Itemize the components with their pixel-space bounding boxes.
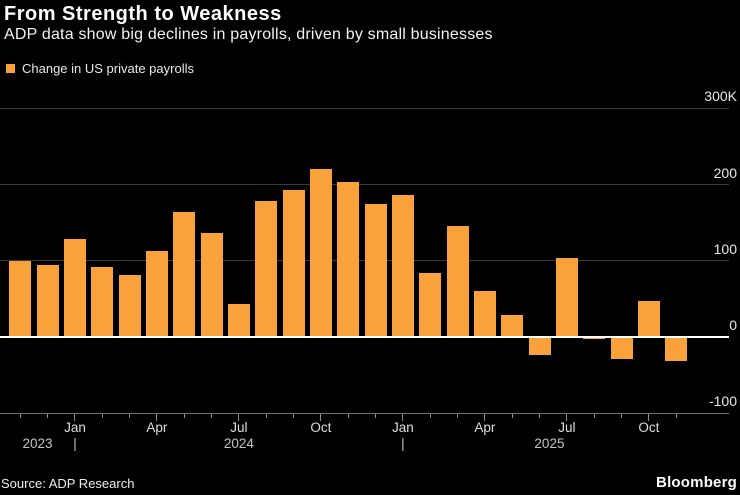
- x-axis-line: [0, 413, 729, 414]
- bar: [501, 314, 524, 337]
- x-axis-month-label: Oct: [310, 420, 332, 435]
- source-note: Source: ADP Research: [1, 476, 135, 491]
- gridline-300K: [0, 107, 729, 109]
- x-axis-month-label: Jul: [558, 420, 576, 435]
- x-tick-minor: [129, 414, 131, 418]
- year-separator: |: [73, 436, 77, 451]
- x-tick-major: [402, 414, 404, 421]
- bar: [610, 337, 633, 360]
- bar: [555, 257, 578, 337]
- bar: [255, 200, 278, 337]
- x-tick-minor: [19, 414, 21, 418]
- x-tick-major: [156, 414, 158, 421]
- x-tick-minor: [211, 414, 213, 418]
- bar: [446, 225, 469, 337]
- bar: [419, 272, 442, 337]
- x-axis-month-label: Jul: [230, 420, 248, 435]
- x-axis-month-label: Jan: [64, 420, 86, 435]
- bar: [227, 304, 250, 337]
- bar: [200, 233, 223, 337]
- bar: [173, 212, 196, 337]
- x-tick-minor: [539, 414, 541, 418]
- x-tick-major: [74, 414, 76, 421]
- chart-title: From Strength to Weakness: [4, 3, 282, 25]
- x-tick-minor: [265, 414, 267, 418]
- x-tick-minor: [675, 414, 677, 418]
- chart-subtitle: ADP data show big declines in payrolls, …: [4, 26, 493, 43]
- x-axis-year-label: 2023: [22, 436, 53, 451]
- bar: [391, 195, 414, 337]
- x-axis-month-label: Apr: [146, 420, 168, 435]
- x-axis-year-label: 2024: [223, 436, 254, 451]
- bar: [36, 264, 59, 337]
- bar: [665, 337, 688, 362]
- y-axis-label: 200: [713, 164, 737, 181]
- x-tick-major: [484, 414, 486, 421]
- legend-label: Change in US private payrolls: [22, 61, 194, 76]
- x-axis-month-label: Jan: [392, 420, 414, 435]
- x-tick-minor: [47, 414, 49, 418]
- bar: [528, 337, 551, 355]
- x-tick-minor: [293, 414, 295, 418]
- x-tick-major: [238, 414, 240, 421]
- bloomberg-logo: Bloomberg: [656, 474, 737, 491]
- x-tick-minor: [457, 414, 459, 418]
- bar: [309, 169, 332, 337]
- x-axis-month-label: Oct: [638, 420, 660, 435]
- y-axis-label: 0: [729, 317, 737, 333]
- bar: [337, 182, 360, 337]
- bar: [118, 274, 141, 337]
- x-axis-year-label: 2025: [534, 436, 565, 451]
- y-axis-label: 100: [713, 240, 737, 257]
- x-tick-minor: [347, 414, 349, 418]
- x-axis-month-label: Apr: [474, 420, 496, 435]
- legend-swatch-icon: [6, 64, 15, 73]
- y-axis-label: 300K: [704, 88, 737, 105]
- bar: [91, 266, 114, 337]
- bar: [637, 301, 660, 337]
- x-tick-minor: [511, 414, 513, 418]
- x-tick-minor: [621, 414, 623, 418]
- x-tick-minor: [429, 414, 431, 418]
- gridline-100: [0, 260, 729, 262]
- legend: Change in US private payrolls: [6, 61, 194, 76]
- x-tick-minor: [593, 414, 595, 418]
- bar: [364, 203, 387, 337]
- year-separator: |: [401, 436, 405, 451]
- bar: [63, 238, 86, 337]
- bar: [9, 260, 32, 337]
- x-tick-major: [320, 414, 322, 421]
- bar: [145, 250, 168, 337]
- x-tick-minor: [375, 414, 377, 418]
- gridline-200: [0, 184, 729, 186]
- bar: [473, 291, 496, 337]
- x-tick-minor: [183, 414, 185, 418]
- bar: [583, 337, 606, 340]
- x-tick-major: [566, 414, 568, 421]
- x-tick-minor: [101, 414, 103, 418]
- x-tick-major: [648, 414, 650, 421]
- zero-baseline: [0, 336, 729, 338]
- y-axis-label: -100: [708, 393, 737, 410]
- bar: [282, 189, 305, 337]
